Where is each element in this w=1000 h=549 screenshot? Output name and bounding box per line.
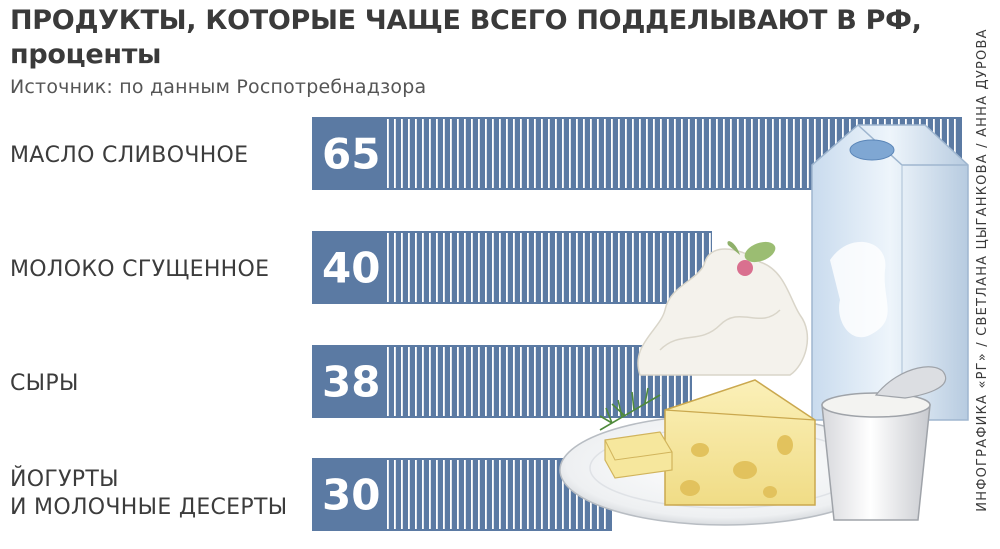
category-label-3: ЙОГУРТЫ И МОЛОЧНЫЕ ДЕСЕРТЫ bbox=[10, 467, 288, 520]
yogurt-cup-icon bbox=[821, 366, 947, 521]
bar-value-label-1: 40 bbox=[322, 244, 380, 293]
whipped-cream-icon bbox=[637, 241, 809, 376]
bar-1: 40 bbox=[312, 231, 712, 304]
dairy-products-illustration bbox=[559, 124, 969, 526]
bar-rect bbox=[312, 231, 712, 304]
chart-title-main: ПРОДУКТЫ, КОТОРЫЕ ЧАЩЕ ВСЕГО ПОДДЕЛЫВАЮТ… bbox=[10, 5, 922, 36]
dill-icon bbox=[599, 387, 661, 431]
bar-2: 38 bbox=[312, 345, 692, 418]
bar-3: 30 bbox=[312, 458, 612, 531]
bar-rect bbox=[312, 345, 692, 418]
cheese-icon bbox=[664, 379, 816, 506]
chart-subtitle: проценты bbox=[10, 39, 162, 70]
bar-value-label-2: 38 bbox=[322, 358, 380, 407]
butter-icon bbox=[604, 431, 673, 479]
source-note: Источник: по данным Роспотребнадзора bbox=[10, 76, 427, 98]
category-label-2: СЫРЫ bbox=[10, 371, 79, 396]
bar-value-label-0: 65 bbox=[322, 130, 380, 179]
category-label-0: МАСЛО СЛИВОЧНОЕ bbox=[10, 143, 249, 168]
category-label-1: МОЛОКО СГУЩЕННОЕ bbox=[10, 257, 270, 282]
bar-value-label-3: 30 bbox=[322, 471, 380, 520]
chart-title: ПРОДУКТЫ, КОТОРЫЕ ЧАЩЕ ВСЕГО ПОДДЕЛЫВАЮТ… bbox=[10, 4, 922, 72]
